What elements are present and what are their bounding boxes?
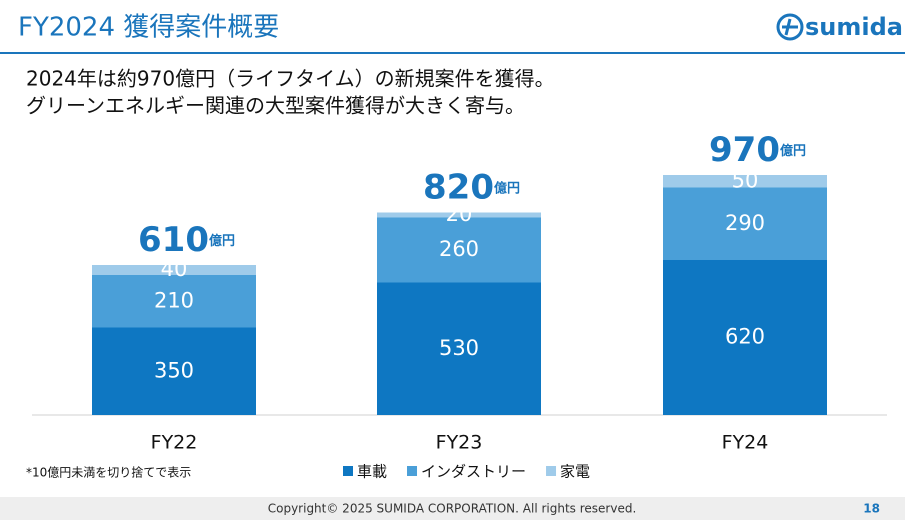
total-unit: 億円 [494, 180, 520, 196]
total-label: 970億円 [709, 130, 806, 170]
value-label: 260 [439, 237, 479, 261]
value-label: 620 [725, 325, 765, 349]
note: *10億円未満を切り捨てで表示 [26, 465, 191, 480]
value-label: 530 [439, 336, 479, 360]
total-unit: 億円 [209, 233, 235, 249]
value-label: 20 [446, 202, 473, 226]
total-value: 820 [423, 167, 494, 207]
legend-swatch [407, 466, 418, 476]
value-label: 210 [154, 288, 194, 312]
value-label: 350 [154, 358, 194, 382]
total-value: 610 [138, 220, 209, 260]
bar-segment [92, 265, 256, 275]
bar-segment [92, 327, 256, 415]
total-label: 820億円 [423, 167, 520, 207]
legend-label: インダストリー [421, 463, 526, 481]
legend-swatch [546, 466, 557, 476]
logo-icon-mark [782, 18, 798, 36]
bar-segment [377, 217, 541, 283]
legend-label: 車載 [357, 463, 387, 481]
total-unit: 億円 [780, 143, 806, 159]
bar-segment [663, 187, 827, 260]
value-label: 290 [725, 211, 765, 235]
bar-segment [92, 275, 256, 328]
total-value: 970 [709, 130, 780, 170]
summary-line: 2024年は約970億円（ライフタイム）の新規案件を獲得。 [26, 67, 555, 91]
logo-text: sumida [805, 13, 903, 41]
slide-title: FY2024 獲得案件概要 [18, 13, 279, 43]
page-number: 18 [863, 502, 880, 516]
copyright: Copyright© 2025 SUMIDA CORPORATION. All … [268, 502, 637, 516]
logo: sumida [776, 13, 903, 41]
bar-segment [663, 175, 827, 188]
logo-icon [776, 13, 804, 41]
footer-bar [0, 497, 905, 520]
total-label: 610億円 [138, 220, 235, 260]
bar-segment [377, 212, 541, 218]
legend-swatch [343, 466, 353, 476]
value-label: 40 [161, 257, 188, 281]
bar-segment [663, 260, 827, 415]
value-label: 50 [732, 168, 759, 192]
bar-segment [377, 282, 541, 415]
x-tick-label: FY24 [722, 432, 769, 454]
x-tick-label: FY22 [151, 432, 198, 454]
summary-line: グリーンエネルギー関連の大型案件獲得が大きく寄与。 [26, 94, 525, 118]
x-tick-label: FY23 [436, 432, 483, 454]
legend-label: 家電 [560, 463, 590, 481]
